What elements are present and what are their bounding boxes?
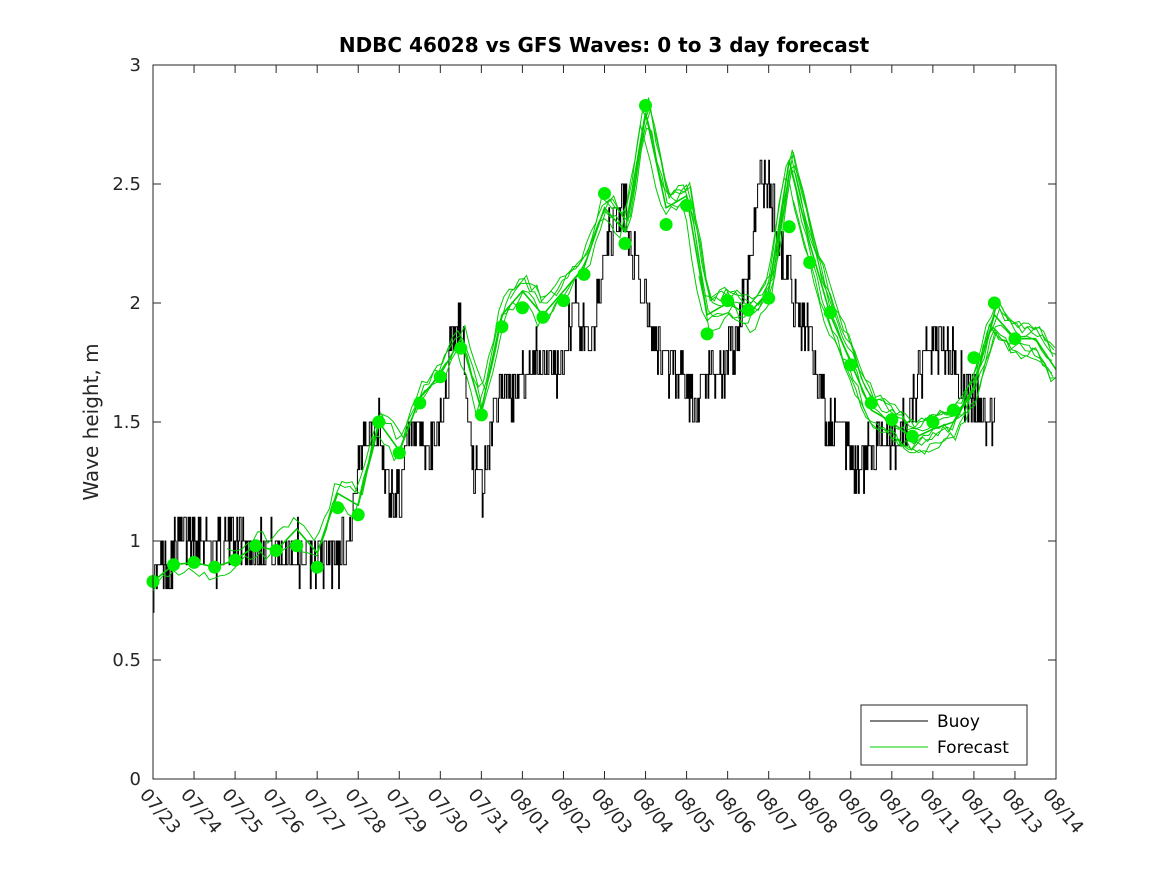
- forecast-marker: [310, 560, 324, 574]
- forecast-marker: [208, 560, 222, 574]
- forecast-marker: [249, 539, 263, 553]
- forecast-marker: [885, 413, 899, 427]
- legend-box: [860, 704, 1028, 766]
- plot-area: [146, 64, 1057, 780]
- forecast-marker: [228, 553, 242, 567]
- forecast-marker: [433, 370, 447, 384]
- forecast-run-line: [152, 124, 1057, 592]
- forecast-marker: [987, 296, 1001, 310]
- forecast-marker: [598, 187, 611, 200]
- forecast-run-line: [415, 127, 1053, 445]
- forecast-marker: [700, 327, 714, 341]
- forecast-marker: [946, 403, 960, 417]
- y-tick-label: 1: [130, 531, 141, 552]
- forecast-run-line: [226, 109, 1054, 552]
- forecast-marker: [1008, 332, 1022, 346]
- forecast-marker: [577, 267, 591, 281]
- forecast-run-line: [887, 328, 1053, 454]
- forecast-marker: [474, 408, 488, 422]
- forecast-marker: [536, 310, 550, 324]
- forecast-marker: [782, 220, 796, 234]
- forecast-marker: [557, 294, 570, 308]
- buoy-series: [153, 159, 996, 613]
- forecast-run-line: [604, 108, 1057, 432]
- forecast-marker: [762, 291, 776, 305]
- forecast-marker: [721, 294, 735, 308]
- buoy-line: [153, 159, 996, 613]
- forecast-marker: [454, 341, 468, 355]
- forecast-run-line: [792, 200, 1056, 452]
- forecast-marker: [269, 544, 283, 557]
- y-tick-label: 0: [130, 769, 141, 790]
- forecast-marker: [515, 301, 529, 315]
- forecast-marker: [290, 539, 304, 553]
- forecast-marker: [618, 237, 632, 250]
- y-axis: 0 0.5 1 1.5 2 2.5 3: [112, 55, 1056, 790]
- forecast-marker: [823, 306, 837, 319]
- legend: Buoy Forecast: [860, 704, 1028, 766]
- forecast-marker: [351, 508, 365, 522]
- forecast-run-line: [320, 105, 1056, 544]
- y-tick-label: 2: [130, 293, 141, 314]
- y-tick-label: 3: [130, 55, 141, 76]
- forecast-line: [152, 112, 1057, 583]
- forecast-series: [152, 97, 1057, 592]
- y-tick-label: 0.5: [112, 650, 141, 671]
- y-tick-label: 2.5: [112, 174, 141, 195]
- forecast-marker: [639, 99, 652, 112]
- forecast-marker: [167, 558, 180, 572]
- y-tick-label: 1.5: [112, 412, 141, 433]
- forecast-marker: [926, 415, 940, 429]
- forecast-marker: [331, 501, 345, 515]
- forecast-marker: [741, 303, 755, 317]
- forecast-marker: [495, 320, 509, 334]
- forecast-marker: [372, 415, 386, 429]
- y-axis-label: Wave height, m: [79, 343, 103, 500]
- forecast-marker: [864, 396, 878, 410]
- chart-title: NDBC 46028 vs GFS Waves: 0 to 3 day fore…: [339, 33, 870, 57]
- forecast-marker: [392, 446, 406, 460]
- legend-forecast-label: Forecast: [937, 738, 1009, 758]
- forecast-marker: [659, 218, 673, 231]
- forecast-marker: [844, 358, 858, 372]
- forecast-marker: [967, 351, 981, 365]
- forecast-marker: [187, 555, 201, 569]
- legend-buoy-label: Buoy: [937, 712, 980, 732]
- forecast-run-line: [698, 170, 1054, 455]
- forecast-markers: [146, 99, 1022, 588]
- forecast-marker: [905, 429, 919, 443]
- forecast-marker: [803, 256, 817, 269]
- forecast-marker: [680, 198, 694, 212]
- forecast-marker: [413, 396, 427, 410]
